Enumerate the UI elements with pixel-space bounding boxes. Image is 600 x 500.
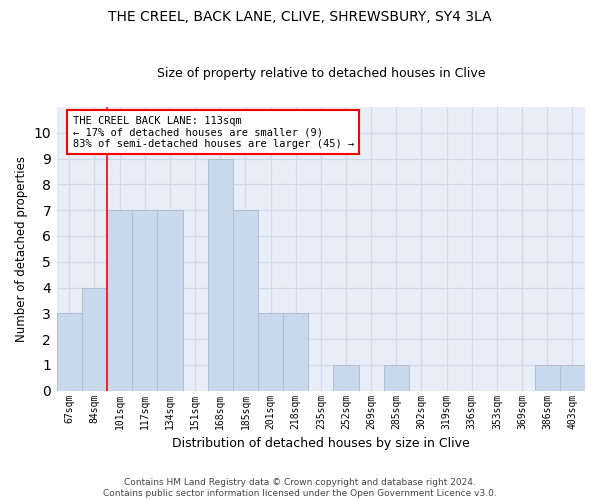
Text: THE CREEL, BACK LANE, CLIVE, SHREWSBURY, SY4 3LA: THE CREEL, BACK LANE, CLIVE, SHREWSBURY,… <box>108 10 492 24</box>
Y-axis label: Number of detached properties: Number of detached properties <box>15 156 28 342</box>
Bar <box>107 210 132 390</box>
X-axis label: Distribution of detached houses by size in Clive: Distribution of detached houses by size … <box>172 437 470 450</box>
Bar <box>233 210 258 390</box>
Bar <box>82 288 107 391</box>
Bar <box>283 314 308 390</box>
Bar <box>384 365 409 390</box>
Bar <box>535 365 560 390</box>
Title: Size of property relative to detached houses in Clive: Size of property relative to detached ho… <box>157 66 485 80</box>
Bar <box>334 365 359 390</box>
Bar <box>157 210 182 390</box>
Text: THE CREEL BACK LANE: 113sqm
← 17% of detached houses are smaller (9)
83% of semi: THE CREEL BACK LANE: 113sqm ← 17% of det… <box>73 116 354 149</box>
Bar <box>132 210 157 390</box>
Bar <box>560 365 585 390</box>
Bar <box>258 314 283 390</box>
Bar <box>57 314 82 390</box>
Text: Contains HM Land Registry data © Crown copyright and database right 2024.
Contai: Contains HM Land Registry data © Crown c… <box>103 478 497 498</box>
Bar <box>208 158 233 390</box>
